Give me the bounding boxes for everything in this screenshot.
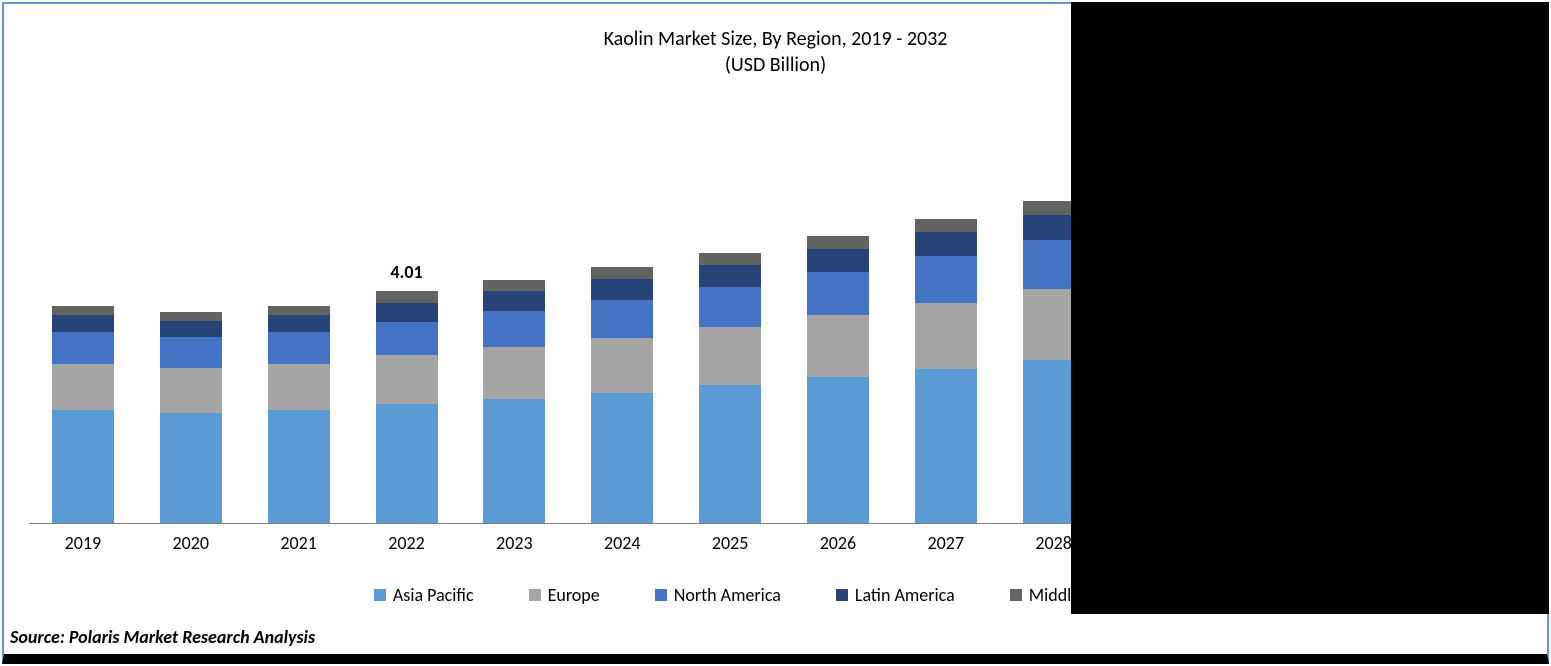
bar-segment [807, 272, 869, 315]
bar-segment [591, 300, 653, 338]
bar-segment [376, 322, 438, 356]
stacked-bar [483, 280, 545, 523]
legend-label: North America [674, 584, 781, 606]
bar-segment [915, 219, 977, 232]
legend-item: Europe [529, 584, 600, 606]
bar-group [137, 119, 245, 523]
bar-segment [376, 404, 438, 523]
bar-group [29, 119, 137, 523]
legend-item: Latin America [836, 584, 955, 606]
bar-segment [807, 236, 869, 249]
bar-group [892, 119, 1000, 523]
bar-segment [160, 321, 222, 338]
legend-swatch [374, 589, 386, 601]
x-axis-label: 2022 [353, 532, 461, 554]
bar-segment [699, 253, 761, 265]
bar-segment [591, 393, 653, 523]
x-axis-label: 2024 [568, 532, 676, 554]
stacked-bar [915, 219, 977, 523]
legend-swatch [836, 589, 848, 601]
bar-segment [807, 249, 869, 272]
source-attribution: Source: Polaris Market Research Analysis [10, 626, 315, 648]
bar-group [245, 119, 353, 523]
stacked-bar [699, 253, 761, 523]
bar-segment [376, 291, 438, 303]
bar-segment [483, 291, 545, 311]
stacked-bar [376, 291, 438, 523]
bar-segment [268, 332, 330, 364]
x-axis-label: 2023 [460, 532, 568, 554]
bar-segment [807, 377, 869, 523]
legend-swatch [529, 589, 541, 601]
bar-group: 4.01 [353, 119, 461, 523]
bar-segment [591, 338, 653, 393]
legend-item: North America [655, 584, 781, 606]
stacked-bar [268, 306, 330, 524]
legend-swatch [1010, 589, 1022, 601]
bar-segment [699, 327, 761, 385]
bar-segment [483, 280, 545, 291]
x-axis-label: 2025 [676, 532, 784, 554]
bar-segment [268, 306, 330, 315]
bar-segment [268, 410, 330, 523]
x-axis-label: 2019 [29, 532, 137, 554]
bar-segment [268, 315, 330, 332]
legend-swatch [655, 589, 667, 601]
x-axis-label: 2021 [245, 532, 353, 554]
bar-segment [376, 303, 438, 322]
bar-segment [807, 315, 869, 377]
legend-label: Latin America [855, 584, 955, 606]
bar-segment [915, 256, 977, 302]
bar-segment [160, 413, 222, 523]
bar-segment [52, 364, 114, 410]
legend-label: Europe [548, 584, 600, 606]
bar-segment [699, 287, 761, 328]
bar-segment [52, 306, 114, 315]
x-axis-label: 2020 [137, 532, 245, 554]
bar-segment [483, 399, 545, 523]
bar-segment [915, 369, 977, 523]
bar-segment [591, 267, 653, 279]
bar-segment [160, 312, 222, 321]
x-axis-label: 2027 [892, 532, 1000, 554]
legend-label: Asia Pacific [393, 584, 474, 606]
stacked-bar [52, 306, 114, 523]
bar-segment [699, 385, 761, 523]
stacked-bar [160, 312, 222, 523]
bar-segment [915, 232, 977, 256]
bar-segment [915, 303, 977, 369]
black-overlay-panel [1071, 2, 1549, 614]
bar-segment [591, 279, 653, 300]
x-axis-label: 2026 [784, 532, 892, 554]
bar-segment [160, 368, 222, 413]
bar-segment [52, 410, 114, 523]
stacked-bar [591, 267, 653, 523]
legend-item: Asia Pacific [374, 584, 474, 606]
bar-segment [699, 265, 761, 287]
bar-segment [52, 332, 114, 364]
bar-segment [376, 355, 438, 404]
bar-segment [483, 347, 545, 399]
bar-segment [52, 315, 114, 332]
bar-group [568, 119, 676, 523]
bar-group [784, 119, 892, 523]
stacked-bar [807, 236, 869, 523]
bar-segment [160, 337, 222, 368]
bar-group [676, 119, 784, 523]
bar-group [460, 119, 568, 523]
bar-annotation: 4.01 [353, 261, 461, 283]
bar-segment [268, 364, 330, 410]
bar-segment [483, 311, 545, 347]
